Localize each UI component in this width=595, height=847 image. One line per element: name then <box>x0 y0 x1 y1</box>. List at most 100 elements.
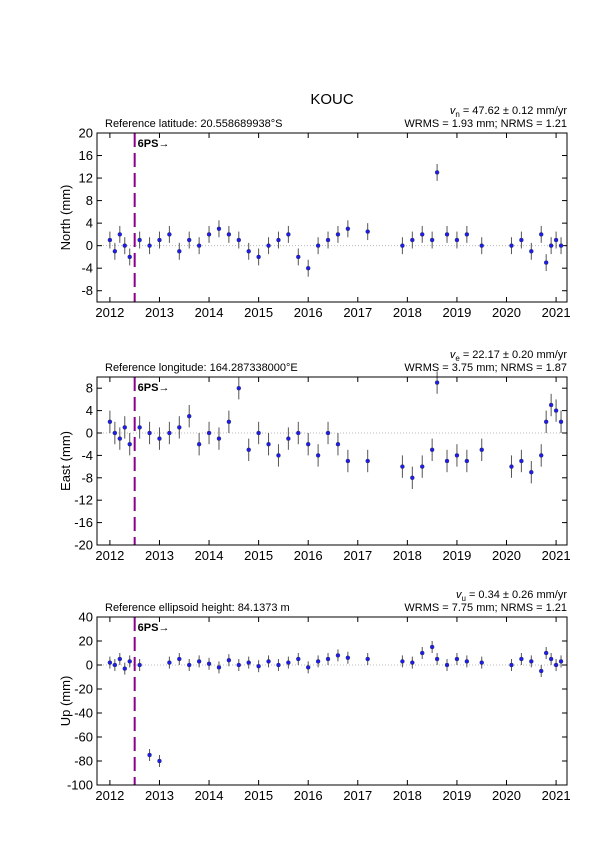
data-point <box>206 661 212 666</box>
data-point <box>256 430 261 436</box>
velocity-subscript: n <box>455 110 459 119</box>
x-tick-label: 2018 <box>393 305 422 320</box>
y-tick-label: -60 <box>74 730 93 745</box>
y-tick-label: -40 <box>74 706 93 721</box>
data-point <box>519 458 524 464</box>
x-tick-label: 2016 <box>294 548 323 563</box>
data-point <box>122 243 127 248</box>
data-point <box>226 232 232 237</box>
x-tick-label: 2019 <box>442 305 471 320</box>
data-point <box>479 243 484 248</box>
y-tick-label: -4 <box>81 448 93 463</box>
data-point <box>543 650 549 656</box>
velocity-value: = 0.34 ± 0.26 mm/yr <box>466 589 567 601</box>
y-tick-label: 0 <box>86 426 93 441</box>
data-point <box>306 442 311 447</box>
plot-frame <box>96 132 568 303</box>
data-point <box>509 464 514 469</box>
data-point <box>246 660 251 665</box>
data-point <box>335 442 341 447</box>
y-tick-label: 4 <box>86 403 93 418</box>
data-point <box>464 232 470 237</box>
data-point <box>117 232 123 237</box>
data-point <box>345 458 351 464</box>
data-point <box>454 453 460 458</box>
data-point <box>345 226 351 231</box>
data-point <box>454 237 460 243</box>
x-tick-label: 2014 <box>195 548 224 563</box>
y-tick-label: 0 <box>86 238 93 253</box>
data-point <box>529 659 534 664</box>
data-point <box>147 243 152 248</box>
data-point <box>147 752 152 758</box>
data-point <box>553 662 559 668</box>
data-point <box>365 229 370 234</box>
data-point <box>112 662 118 668</box>
y-tick-label: -20 <box>74 682 93 697</box>
x-tick-label: 2017 <box>343 548 372 563</box>
data-point <box>509 243 514 248</box>
x-tick-label: 2020 <box>492 788 521 803</box>
data-point <box>548 402 554 408</box>
data-point <box>206 232 212 237</box>
x-tick-label: 2021 <box>542 548 571 563</box>
data-point <box>157 436 162 441</box>
x-tick-label: 2015 <box>244 305 273 320</box>
x-tick-label: 2016 <box>294 305 323 320</box>
x-tick-label: 2019 <box>442 788 471 803</box>
y-tick-label: -80 <box>74 754 93 769</box>
data-point <box>429 237 435 243</box>
data-point <box>548 656 554 662</box>
plot-frame <box>96 616 568 786</box>
y-tick-label: -16 <box>74 515 93 530</box>
x-tick-label: 2020 <box>492 305 521 320</box>
data-point <box>315 243 321 248</box>
data-point <box>400 243 405 248</box>
x-tick-label: 2021 <box>542 788 571 803</box>
data-point <box>410 237 415 243</box>
data-point <box>107 237 113 243</box>
data-point <box>266 659 271 664</box>
data-point <box>137 237 142 243</box>
data-point <box>216 436 222 441</box>
data-point <box>112 430 118 436</box>
velocity-symbol: v <box>450 105 457 117</box>
data-point <box>157 237 162 243</box>
data-point <box>434 656 440 662</box>
y-axis-label: North (mm) <box>58 185 73 251</box>
data-point <box>539 453 544 458</box>
data-point <box>286 436 291 441</box>
data-point <box>464 458 470 464</box>
y-tick-label: -8 <box>81 283 93 298</box>
data-point <box>454 656 460 662</box>
data-point <box>400 464 405 469</box>
data-point <box>107 419 113 424</box>
y-tick-label: -12 <box>74 493 93 508</box>
data-point <box>147 430 152 436</box>
data-point <box>177 425 182 430</box>
x-tick-label: 2018 <box>393 788 422 803</box>
data-point <box>286 232 291 237</box>
x-tick-label: 2018 <box>393 548 422 563</box>
x-tick-label: 2017 <box>343 788 372 803</box>
data-point <box>196 442 202 447</box>
data-point <box>276 662 281 668</box>
data-point <box>325 430 331 436</box>
x-tick-label: 2019 <box>442 548 471 563</box>
y-tick-label: 40 <box>79 610 93 625</box>
x-tick-label: 2016 <box>294 788 323 803</box>
data-point <box>206 430 212 436</box>
data-point <box>137 425 142 430</box>
x-tick-label: 2017 <box>343 305 372 320</box>
y-tick-label: 16 <box>79 148 93 163</box>
y-tick-label: 8 <box>86 193 93 208</box>
velocity-symbol: v <box>456 589 463 601</box>
data-point <box>296 430 301 436</box>
data-point <box>127 254 132 260</box>
data-point <box>444 232 450 237</box>
data-point <box>429 644 435 650</box>
data-point <box>246 249 251 254</box>
stats-text: WRMS = 1.93 mm; NRMS = 1.21 <box>404 118 567 130</box>
data-point <box>256 664 261 669</box>
